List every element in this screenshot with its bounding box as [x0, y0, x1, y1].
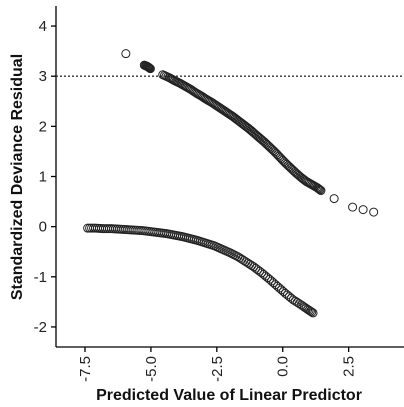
data-point: [145, 64, 155, 74]
x-axis-title: Predicted Value of Linear Predictor: [96, 387, 362, 404]
data-point: [313, 183, 323, 193]
y-tick-label: 4: [39, 18, 47, 35]
y-tick-label: 1: [39, 169, 47, 186]
data-point: [369, 207, 379, 217]
data-point: [315, 185, 325, 195]
data-point: [307, 307, 317, 317]
data-points: [83, 49, 379, 318]
y-tick-label: -1: [34, 269, 47, 286]
data-point: [308, 308, 318, 318]
plot-frame: [55, 6, 404, 348]
data-point: [329, 194, 339, 204]
data-point: [314, 184, 324, 194]
y-tick-label: -2: [34, 319, 47, 336]
data-point: [348, 202, 358, 212]
x-tick-label: 2.5: [341, 356, 358, 377]
y-tick-label: 2: [39, 118, 47, 135]
data-point: [121, 49, 131, 59]
data-point: [305, 306, 315, 316]
y-tick-label: 3: [39, 68, 47, 85]
x-tick-label: -5.0: [143, 356, 160, 382]
y-axis-title: Standardized Deviance Residual: [9, 54, 26, 300]
axis-ticks: -2 -1 0 1 2 3 4 -7.5 -5.0 -2.5 0.0 2.5: [34, 18, 358, 382]
y-tick-label: 0: [39, 219, 47, 236]
data-point: [316, 186, 326, 196]
x-tick-label: -2.5: [209, 356, 226, 382]
x-tick-label: -7.5: [77, 356, 94, 382]
x-tick-label: 0.0: [275, 356, 292, 377]
data-point: [358, 205, 368, 215]
